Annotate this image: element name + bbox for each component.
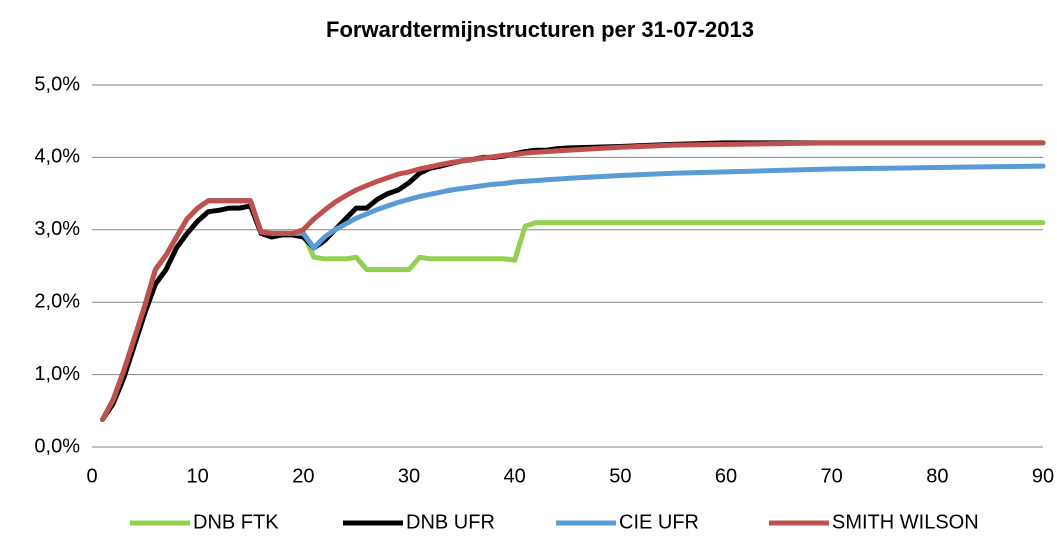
y-tick-label: 5,0% (34, 73, 80, 95)
chart-title: Forwardtermijnstructuren per 31-07-2013 (326, 17, 754, 42)
legend-label: DNB FTK (193, 511, 279, 533)
x-tick-label: 0 (86, 465, 97, 487)
series-line (100, 163, 1046, 422)
legend-label: CIE UFR (619, 511, 699, 533)
x-tick-label: 30 (398, 465, 420, 487)
x-tick-label: 60 (715, 465, 737, 487)
x-tick-label: 10 (187, 465, 209, 487)
y-tick-label: 1,0% (34, 363, 80, 385)
x-tick-label: 90 (1032, 465, 1054, 487)
x-tick-label: 70 (821, 465, 843, 487)
legend-label: DNB UFR (406, 511, 495, 533)
y-tick-label: 3,0% (34, 218, 80, 240)
y-tick-label: 4,0% (34, 146, 80, 168)
series-line (100, 198, 1046, 422)
legend-label: SMITH WILSON (832, 511, 979, 533)
x-tick-label: 80 (926, 465, 948, 487)
x-tick-label: 20 (292, 465, 314, 487)
x-tick-label: 50 (609, 465, 631, 487)
y-tick-label: 2,0% (34, 290, 80, 312)
series-line (100, 140, 1046, 422)
series-line (100, 140, 1046, 422)
x-tick-label: 40 (504, 465, 526, 487)
y-tick-label: 0,0% (34, 435, 80, 457)
